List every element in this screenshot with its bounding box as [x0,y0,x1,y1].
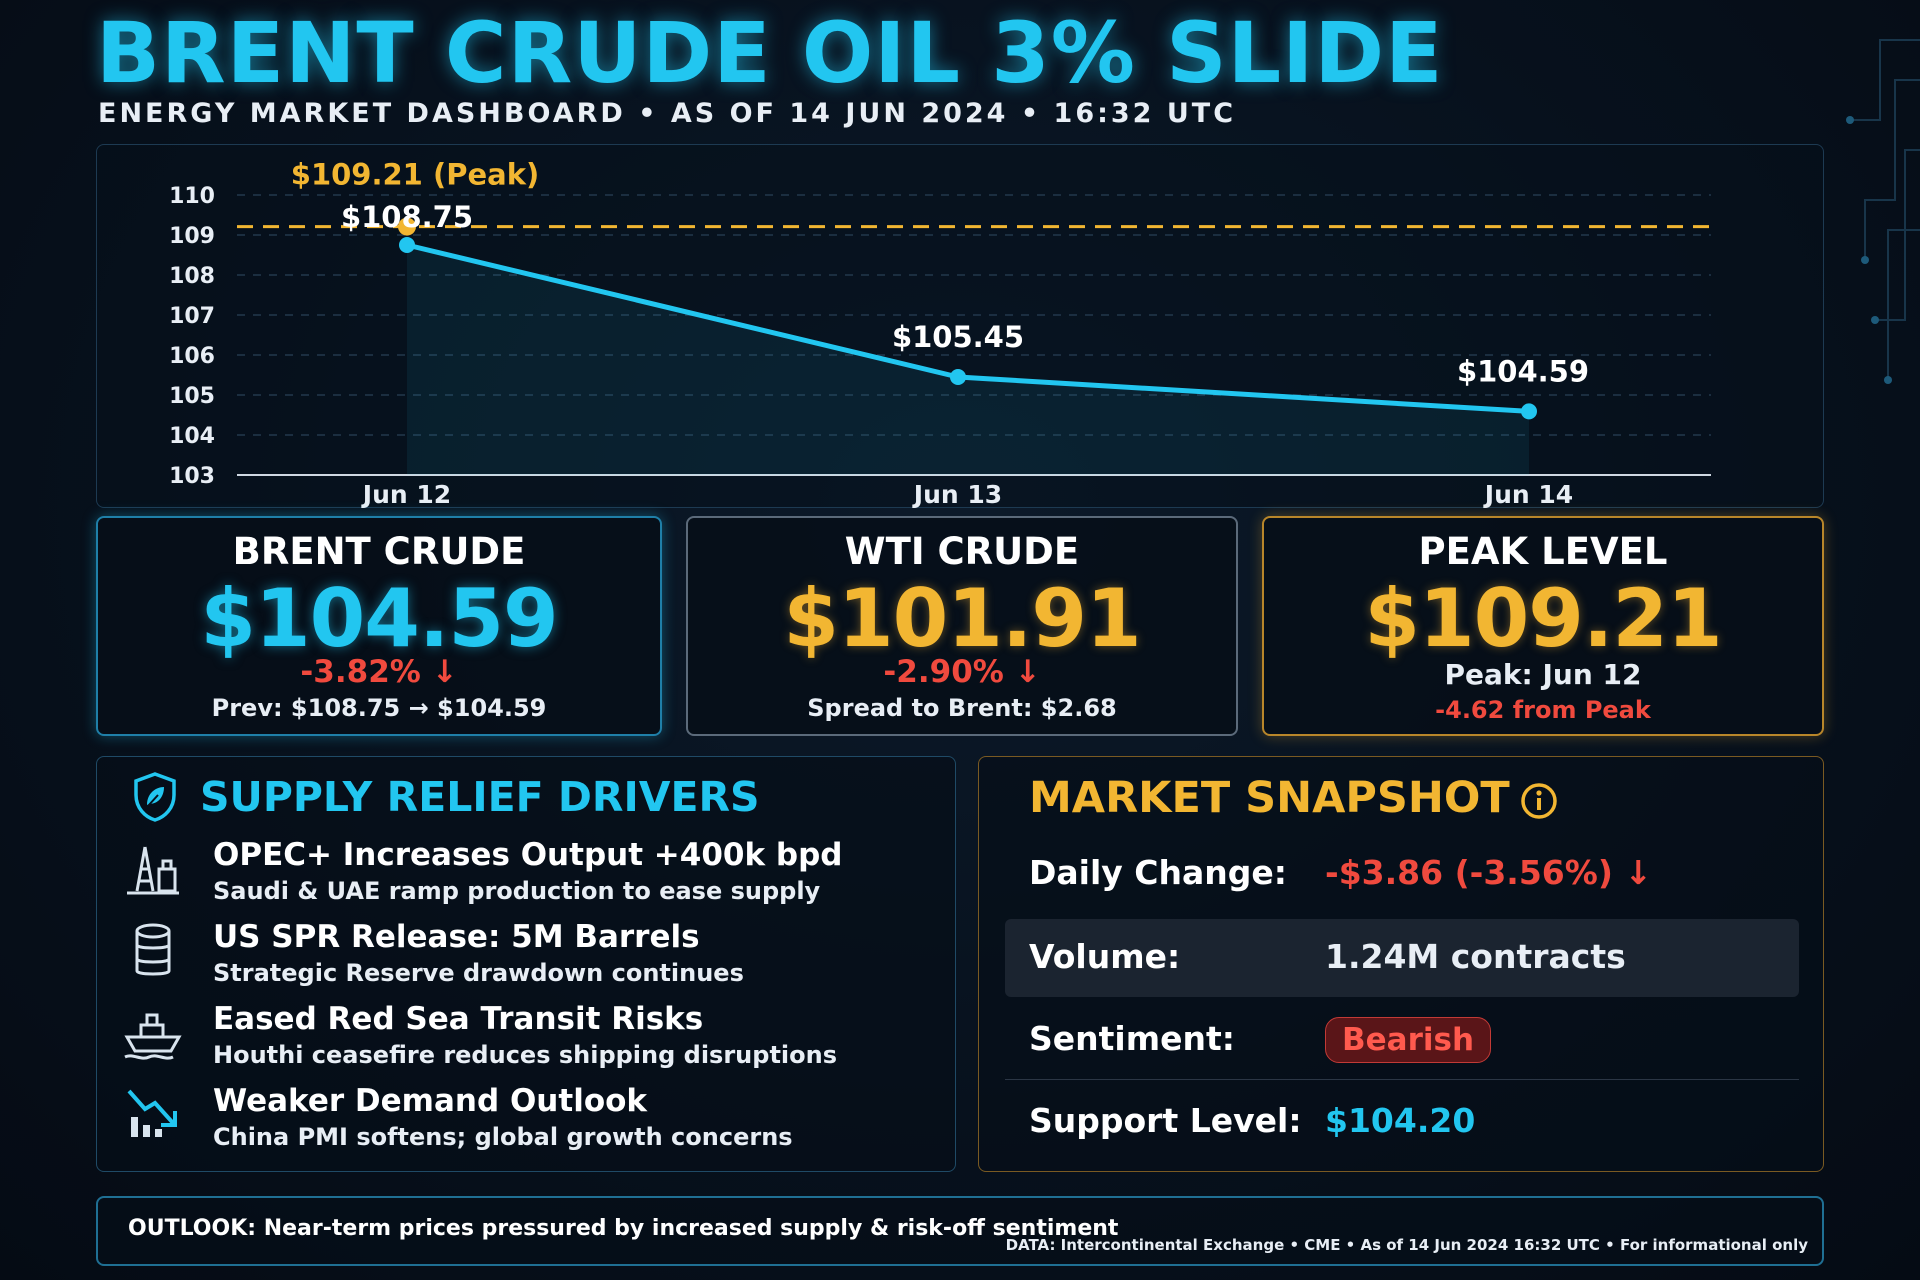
wti-price: $101.91 [783,572,1141,665]
volume-label: Volume: [1029,937,1181,976]
y-tick-label: 110 [169,184,215,209]
peak-label: $109.21 (Peak) [291,158,539,192]
circuit-decoration [1846,39,1920,384]
snapshot-row-volume: Volume: 1.24M contracts [1005,919,1799,997]
driver-desc-red-sea: Houthi ceasefire reduces shipping disrup… [213,1041,837,1069]
y-tick-label: 108 [169,264,215,289]
driver-desc-opec: Saudi & UAE ramp production to ease supp… [213,877,821,905]
data-label: $108.75 [341,200,473,234]
driver-desc-spr: Strategic Reserve drawdown continues [213,959,744,987]
snapshot-title: MARKET SNAPSHOT [1029,773,1510,823]
price-chart: 110 109 108 107 106 105 104 103 Jun 12 Jun 13 Jun … [169,158,1711,509]
from-peak-change: -4.62 from Peak [1435,696,1651,724]
supply-drivers-panel: SUPPLY RELIEF DRIVERS OPEC+ Increases Ou… [96,756,956,1172]
x-tick-label: Jun 14 [1483,480,1573,509]
drivers-title: SUPPLY RELIEF DRIVERS [200,773,760,821]
peak-card-title: PEAK LEVEL [1418,530,1668,573]
brent-crude-card: BRENT CRUDE $104.59 -3.82% ↓ Prev: $108.… [96,516,662,736]
x-tick-label: Jun 13 [912,480,1002,509]
brent-card-title: BRENT CRUDE [232,530,526,573]
peak-price: $109.21 [1364,572,1722,665]
wti-spread-note: Spread to Brent: $2.68 [807,694,1117,722]
support-level-value: $104.20 [1325,1101,1476,1140]
driver-title-red-sea: Eased Red Sea Transit Risks [213,1001,704,1037]
snapshot-row-daily-change: Daily Change: -$3.86 (-3.56%) ↓ [1005,835,1799,913]
sentiment-label: Sentiment: [1029,1019,1235,1058]
y-tick-label: 109 [169,224,215,249]
y-tick-label: 105 [169,384,215,409]
page-subtitle: ENERGY MARKET DASHBOARD • AS OF 14 JUN 2… [98,98,1237,129]
barrel-icon [135,923,171,976]
snapshot-row-support: Support Level: $104.20 [1005,1083,1799,1161]
driver-title-spr: US SPR Release: 5M Barrels [213,919,700,955]
data-point [399,237,415,253]
market-snapshot-panel: MARKET SNAPSHOT Daily Change: -$3.86 (-3… [978,756,1824,1172]
brent-change: -3.82% ↓ [300,654,458,690]
peak-date-note: Peak: Jun 12 [1444,658,1642,691]
driver-title-demand: Weaker Demand Outlook [213,1083,648,1119]
y-tick-label: 107 [169,304,215,329]
data-label: $104.59 [1457,354,1589,388]
page-title: BRENT CRUDE OIL 3% SLIDE [96,4,1444,102]
series-area [407,245,1529,475]
ship-icon [124,1013,182,1060]
y-tick-label: 104 [169,424,215,449]
outlook-text: OUTLOOK: Near-term prices pressured by i… [128,1216,1119,1241]
shield-leaf-icon [134,772,176,822]
declining-chart-icon [127,1089,177,1137]
daily-change-label: Daily Change: [1029,853,1287,892]
peak-level-card: PEAK LEVEL $109.21 Peak: Jun 12 -4.62 fr… [1262,516,1824,736]
info-icon[interactable] [1519,781,1559,821]
x-tick-label: Jun 12 [361,480,451,509]
wti-crude-card: WTI CRUDE $101.91 -2.90% ↓ Spread to Bre… [686,516,1238,736]
driver-desc-demand: China PMI softens; global growth concern… [213,1123,793,1151]
oil-rig-icon [127,846,179,895]
wti-card-title: WTI CRUDE [844,530,1080,573]
outlook-bar: OUTLOOK: Near-term prices pressured by i… [96,1196,1824,1266]
wti-change: -2.90% ↓ [883,654,1041,690]
price-chart-panel: 110 109 108 107 106 105 104 103 Jun 12 Jun 13 Jun … [96,144,1824,509]
y-tick-label: 103 [169,464,215,489]
peak-marker [398,217,416,236]
data-source-note: DATA: Intercontinental Exchange • CME • … [1005,1236,1808,1254]
brent-price: $104.59 [200,572,558,665]
data-point [1521,403,1537,420]
daily-change-value: -$3.86 (-3.56%) ↓ [1325,853,1653,892]
brent-prev-note: Prev: $108.75 → $104.59 [211,694,547,722]
volume-value: 1.24M contracts [1325,937,1626,976]
sentiment-badge: Bearish [1325,1017,1492,1063]
y-tick-label: 106 [169,344,215,369]
driver-title-opec: OPEC+ Increases Output +400k bpd [213,837,843,873]
data-point [950,369,966,385]
data-label: $105.45 [892,320,1024,354]
snapshot-row-sentiment: Sentiment: Bearish [1005,1001,1799,1080]
support-level-label: Support Level: [1029,1101,1302,1140]
